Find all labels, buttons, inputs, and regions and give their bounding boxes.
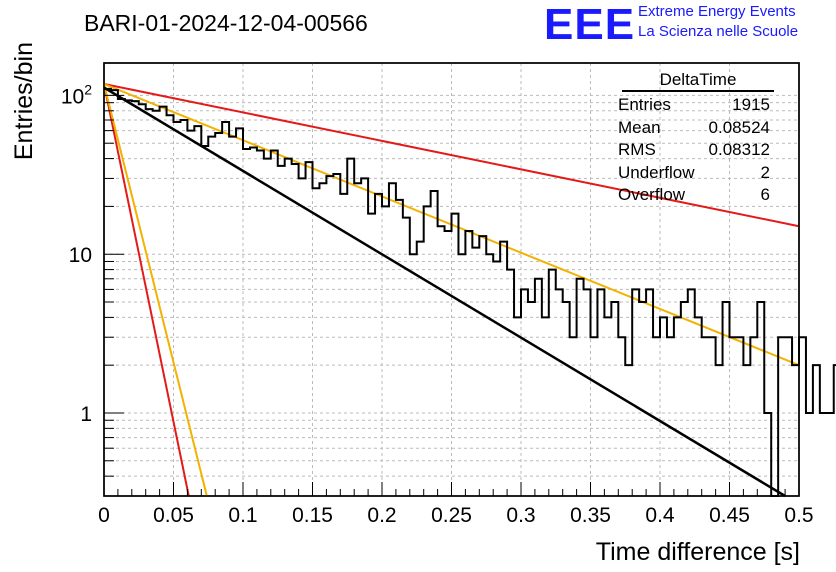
stats-label: Entries	[618, 95, 671, 114]
x-tick-label: 0.45	[709, 504, 750, 527]
eee-logo-line1: Extreme Energy Events	[638, 3, 796, 20]
x-axis-label: Time difference [s]	[596, 538, 800, 566]
stats-value: 6	[760, 185, 770, 204]
stats-title: DeltaTime	[622, 70, 774, 92]
x-tick-label: 0	[98, 504, 110, 527]
stats-row: Overflow 6	[614, 184, 774, 207]
series-curve-orange-fast	[103, 83, 208, 497]
chart-title: BARI-01-2024-12-04-00566	[84, 10, 368, 36]
x-tick-label: 0.35	[570, 504, 611, 527]
series-fit	[103, 86, 786, 498]
x-tick-label: 0.1	[228, 504, 257, 527]
eee-logo: EEE	[544, 0, 636, 49]
y-tick-label: 10	[69, 244, 92, 267]
stats-label: RMS	[618, 140, 656, 159]
stats-value: 2	[760, 162, 770, 182]
y-axis-label: Entries/bin	[10, 42, 38, 160]
stats-value: 1915	[732, 95, 770, 114]
series-curve-red-fast	[103, 83, 190, 497]
x-tick-label: 0.3	[506, 504, 535, 527]
x-tick-label: 0.15	[292, 504, 333, 527]
x-tick-label: 0.2	[367, 504, 396, 527]
x-tick-label: 0.05	[153, 504, 194, 527]
stats-label: Underflow	[618, 162, 695, 182]
stats-value: 0.08312	[708, 140, 770, 159]
eee-logo-line2: La Scienza nelle Scuole	[638, 23, 799, 40]
stats-label: Overflow	[618, 185, 686, 204]
y-tick-label: 1	[80, 403, 92, 426]
y-tick-label: 102	[61, 81, 92, 108]
stats-box: DeltaTime Entries 1915 Mean 0.08524 RMS …	[614, 70, 774, 207]
stats-label: Mean	[618, 117, 661, 137]
x-tick-label: 0.25	[431, 504, 472, 527]
x-tick-label: 0.4	[645, 504, 675, 527]
stats-row: Underflow 2	[614, 162, 774, 185]
stats-value: 0.08524	[708, 117, 770, 137]
histogram-outline	[104, 87, 836, 497]
stats-row: RMS 0.08312	[614, 139, 774, 162]
stats-row: Entries 1915	[614, 94, 774, 117]
x-tick-label: 0.5	[784, 504, 813, 527]
series-curve-red-slow	[103, 83, 800, 228]
stats-row: Mean 0.08524	[614, 117, 774, 140]
